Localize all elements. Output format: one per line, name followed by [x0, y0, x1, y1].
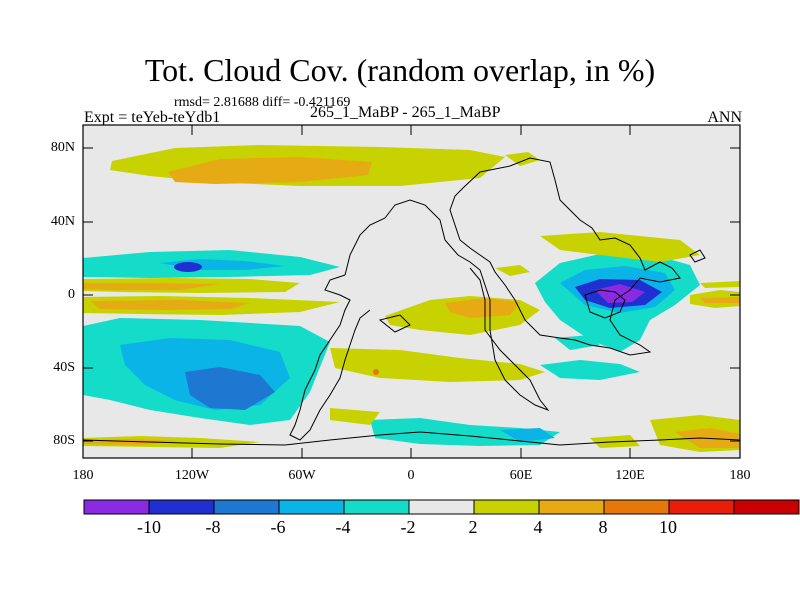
lat-label-80n: 80N — [50, 140, 75, 155]
field-region — [540, 360, 640, 380]
lon-ticks — [82, 125, 741, 458]
colorbar-box — [343, 499, 410, 515]
colorbar-label: 8 — [598, 517, 608, 537]
field-region — [373, 369, 379, 375]
lat-label-0: 0 — [68, 287, 75, 302]
season-label: ANN — [707, 109, 742, 126]
colorbar — [83, 499, 800, 515]
field-region — [540, 232, 700, 262]
colorbar-box — [668, 499, 735, 515]
field-region — [168, 157, 372, 184]
field-region — [500, 428, 555, 442]
field-region — [90, 300, 250, 310]
stats-text: rmsd= 2.81688 diff= -0.421169 — [174, 95, 351, 110]
field-region — [700, 281, 740, 288]
colorbar-box — [603, 499, 670, 515]
colorbar-label: -6 — [270, 517, 286, 537]
field-region — [505, 152, 540, 166]
lon-label: 120E — [615, 468, 645, 483]
lat-label-40n: 40N — [50, 214, 75, 229]
colorbar-label: 10 — [659, 517, 677, 537]
coastline-continent-west — [344, 199, 550, 412]
field-region — [83, 283, 220, 290]
colorbar-label: 4 — [533, 517, 543, 537]
coastline-island — [689, 249, 706, 263]
run-label: 265_1_MaBP - 265_1_MaBP — [310, 104, 501, 121]
colorbar-box — [733, 499, 800, 515]
colorbar-label: 2 — [468, 517, 478, 537]
field-region — [330, 408, 380, 425]
colorbar-box — [473, 499, 540, 515]
coastline-antarctica — [83, 439, 286, 446]
field-region — [185, 367, 275, 410]
lon-label: 60E — [509, 468, 533, 483]
colorbar-label: -2 — [400, 517, 416, 537]
field-region — [595, 284, 645, 303]
colorbar-box — [148, 499, 215, 515]
colorbar-label: -4 — [335, 517, 351, 537]
lon-label: 60W — [288, 468, 316, 483]
lon-label: 0 — [407, 468, 415, 483]
field-region — [83, 436, 260, 448]
coastline-continent-east — [449, 157, 681, 356]
lon-label: 180 — [729, 468, 751, 483]
colorbar-box — [213, 499, 280, 515]
colorbar-label: -10 — [137, 517, 161, 537]
field-region — [330, 348, 545, 382]
coastline-americas — [289, 274, 371, 441]
lon-label: 180 — [72, 468, 94, 483]
colorbar-box — [83, 499, 150, 515]
lon-label: 120W — [174, 468, 210, 483]
field-region — [445, 298, 520, 318]
lat-label-80s: 80S — [53, 433, 75, 448]
colorbar-label: -8 — [205, 517, 221, 537]
lat-label-40s: 40S — [53, 360, 75, 375]
colorbar-box — [278, 499, 345, 515]
field-region — [495, 265, 530, 276]
coastline-antarctica — [284, 431, 740, 446]
cloud-anomaly-field — [83, 145, 740, 452]
lat-ticks — [83, 147, 740, 442]
coastline — [83, 157, 740, 446]
coastline-australia — [584, 289, 626, 319]
colorbar-box — [408, 499, 475, 515]
colorbar-box — [538, 499, 605, 515]
field-region — [700, 297, 740, 303]
coastline-island — [378, 314, 411, 333]
field-region — [174, 262, 202, 272]
plot-title: Tot. Cloud Cov. (random overlap, in %) — [144, 52, 656, 88]
field-region — [370, 418, 560, 446]
experiment-label: Expt = teYeb-teYdb1 — [84, 109, 221, 126]
